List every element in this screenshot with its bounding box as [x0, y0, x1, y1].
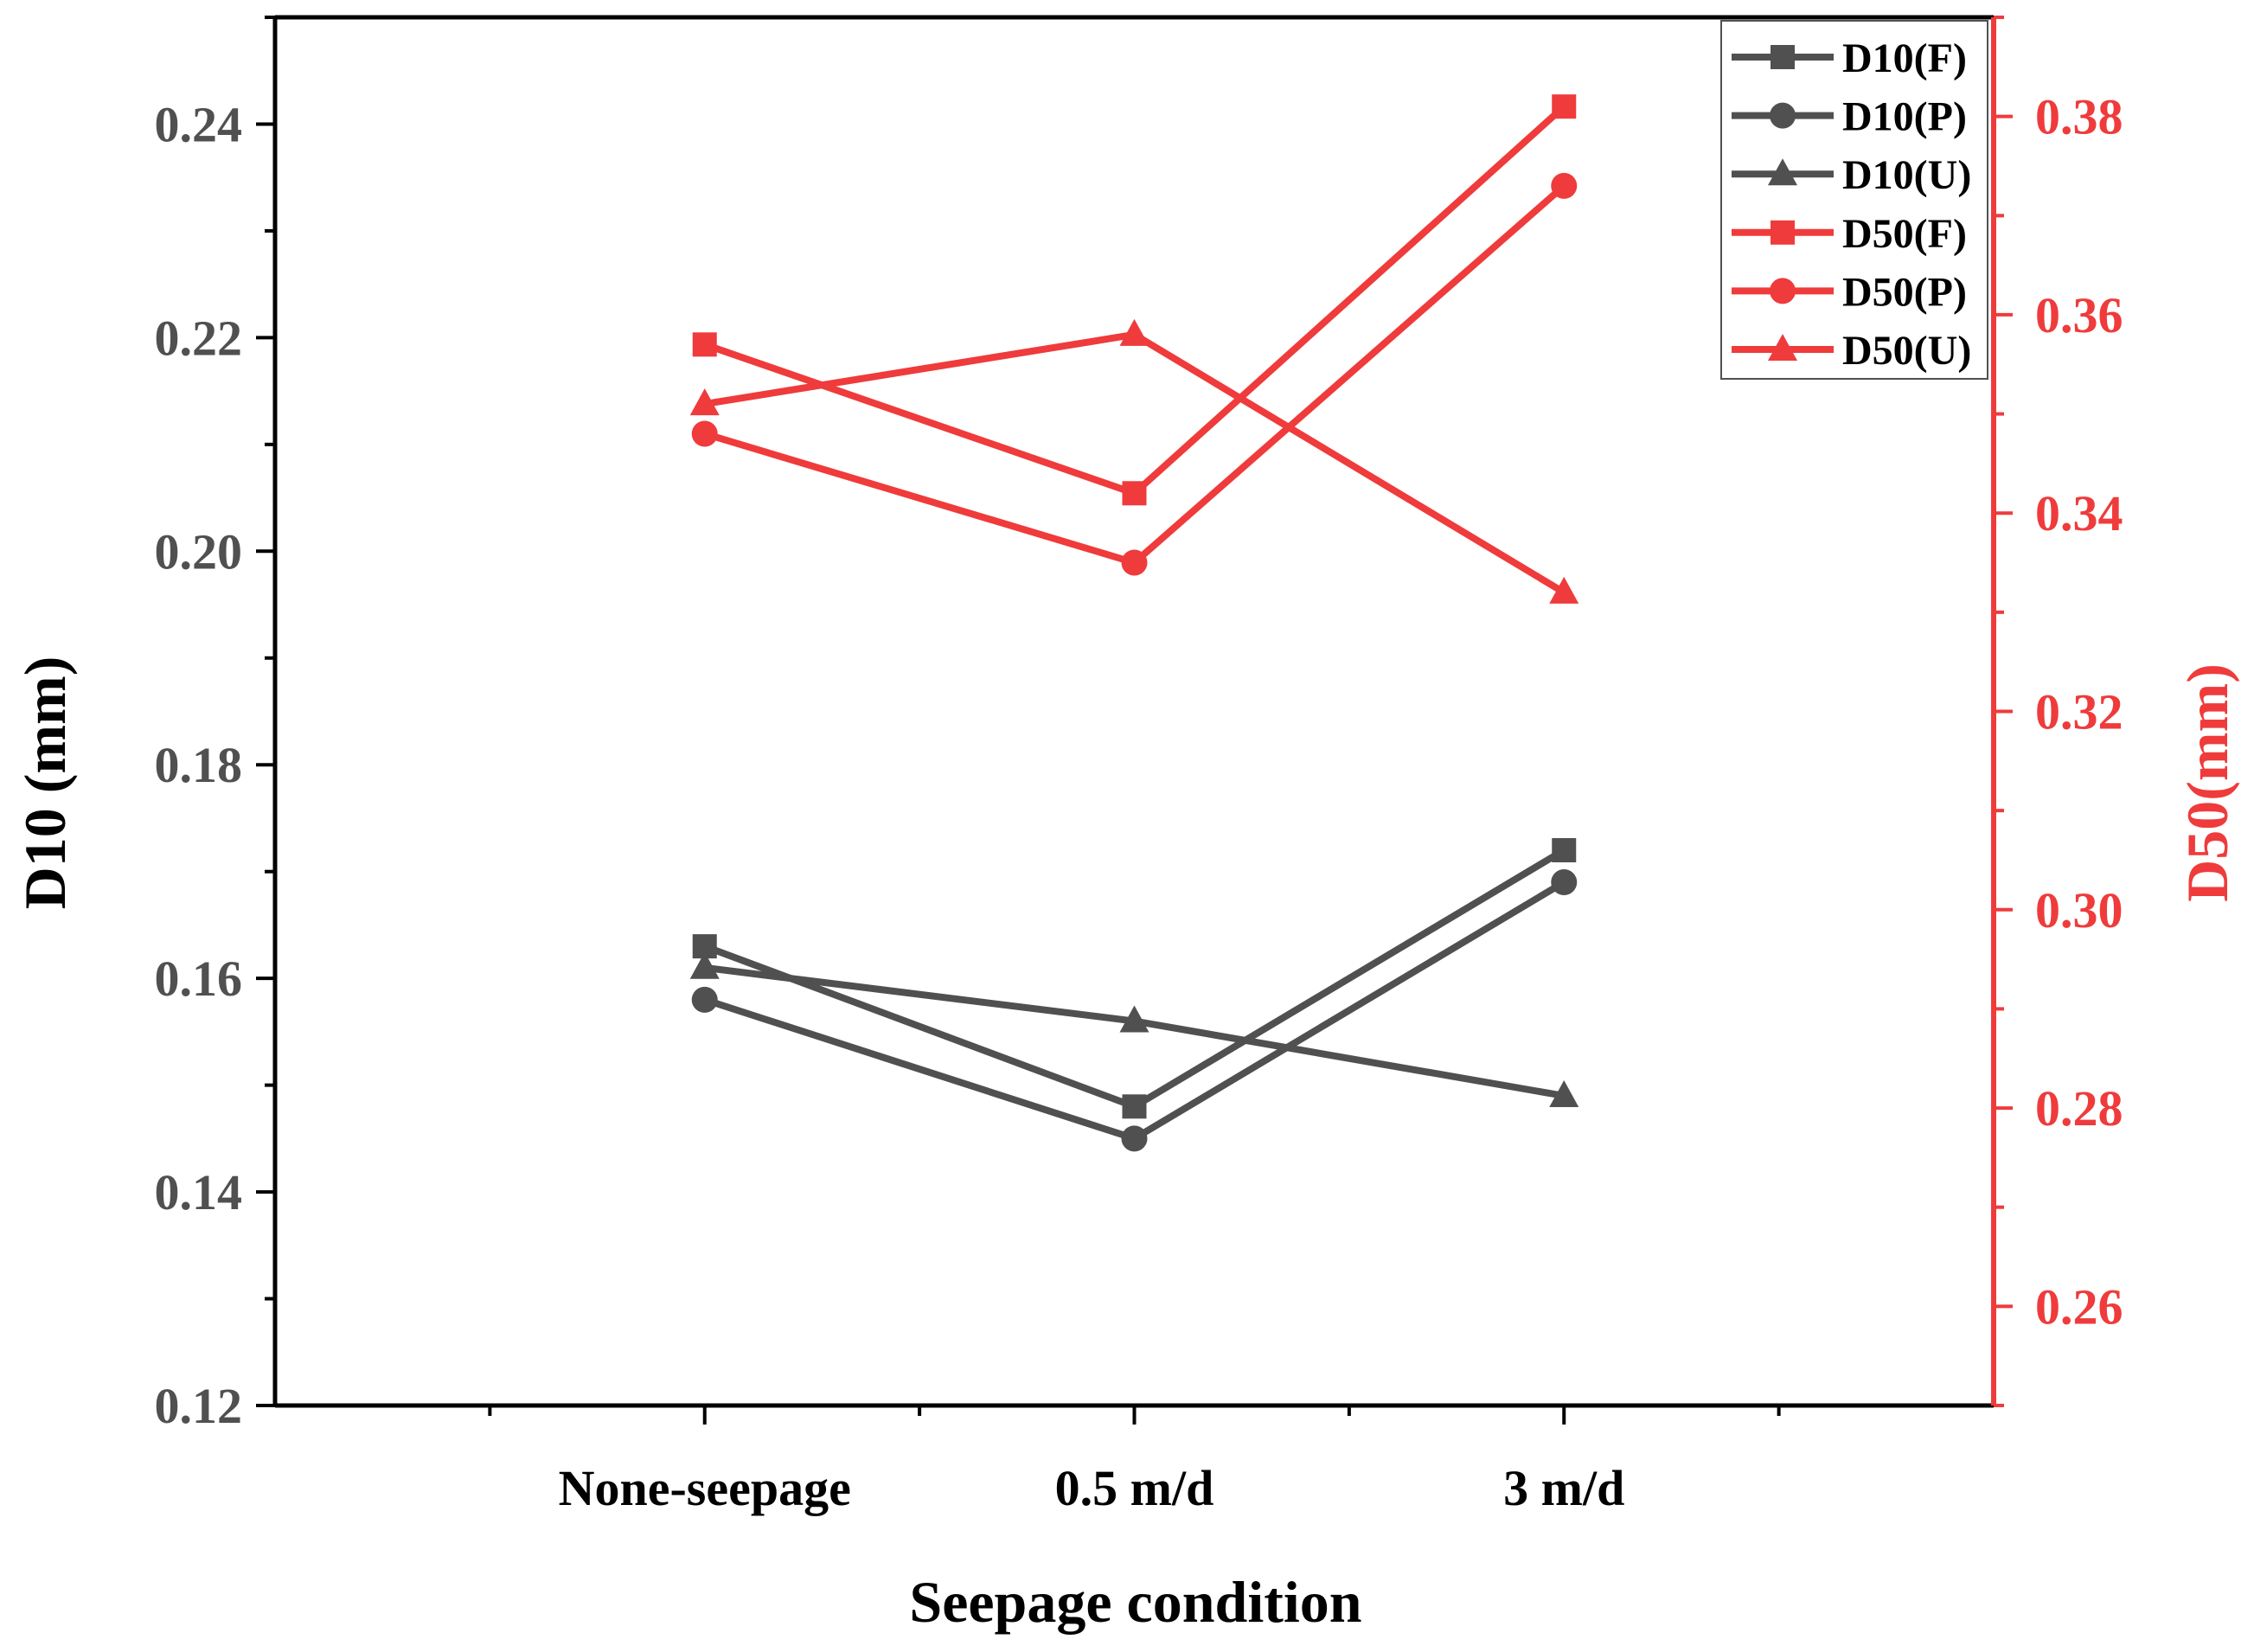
y-right-tick-label: 0.26: [2035, 1278, 2123, 1335]
legend-box: [1720, 20, 1988, 380]
legend-item: D50(P): [1732, 269, 1967, 315]
data-point-square: [1122, 1094, 1147, 1119]
axes-layer: 0.12 0.14 0.16 0.18 0.20 0.22 0.24 0.26 0.28 0.30…: [155, 15, 2123, 1516]
data-point-circle: [1551, 172, 1578, 199]
series-d50f: [692, 94, 1577, 506]
data-point-triangle: [1119, 1005, 1149, 1033]
y-left-tick-label: 0.24: [155, 96, 243, 152]
legend-item: D10(P): [1732, 94, 1967, 140]
series-d10p: [691, 869, 1578, 1152]
legend-label: D10(P): [1842, 94, 1967, 140]
y-right-tick-label: 0.30: [2035, 882, 2123, 938]
data-point-square: [692, 332, 717, 357]
legend-item: D10(U): [1732, 152, 1971, 198]
series-line: [703, 847, 1566, 1111]
legend-label: D10(F): [1842, 35, 1967, 81]
x-tick-label: 0.5 m/d: [1055, 1460, 1214, 1516]
x-tick-label: 3 m/d: [1503, 1460, 1624, 1516]
y-axis-left-title: D10 (mm): [12, 656, 78, 910]
series-line: [703, 182, 1566, 567]
series-layer: [689, 94, 1579, 1152]
y-left-tick-label: 0.14: [155, 1164, 243, 1220]
y-left-tick-label: 0.22: [155, 310, 243, 366]
data-point-circle: [691, 986, 718, 1013]
legend-label: D50(U): [1842, 328, 1971, 374]
data-point-circle: [1551, 869, 1578, 896]
y-right-tick-label: 0.38: [2035, 89, 2123, 145]
data-point-square: [1552, 94, 1577, 119]
series-d10u: [689, 951, 1579, 1107]
legend-marker-triangle: [1768, 334, 1797, 361]
series-d50p: [691, 172, 1578, 576]
legend-marker-triangle: [1768, 158, 1797, 186]
series-d10f: [692, 838, 1577, 1119]
legend-marker-circle: [1770, 102, 1796, 129]
series-d50u: [689, 318, 1579, 604]
y-right-tick-label: 0.28: [2035, 1080, 2123, 1137]
data-point-triangle: [1549, 1079, 1579, 1107]
x-tick-label: None-seepage: [559, 1460, 851, 1516]
y-left-tick-label: 0.12: [155, 1378, 243, 1434]
data-point-triangle: [1119, 318, 1149, 346]
legend-marker-square: [1771, 45, 1795, 69]
y-left-tick-label: 0.20: [155, 523, 243, 579]
legend-item: D50(F): [1732, 211, 1967, 257]
data-point-triangle: [689, 388, 720, 416]
data-point-circle: [691, 420, 718, 447]
data-point-square: [1122, 481, 1147, 506]
data-point-square: [1552, 838, 1577, 862]
data-point-triangle: [689, 951, 720, 979]
legend-item: D10(F): [1732, 35, 1967, 81]
y-right-tick-label: 0.34: [2035, 485, 2123, 541]
y-left-tick-label: 0.16: [155, 951, 243, 1007]
legend-label: D50(F): [1842, 211, 1967, 257]
legend-marker-circle: [1770, 278, 1796, 304]
y-right-tick-label: 0.36: [2035, 287, 2123, 343]
y-left-tick-label: 0.18: [155, 737, 243, 793]
legend-marker-square: [1771, 220, 1795, 245]
legend-item: D50(U): [1732, 328, 1971, 374]
data-point-triangle: [1549, 576, 1579, 604]
legend-label: D50(P): [1842, 269, 1967, 315]
data-point-circle: [1121, 549, 1148, 576]
legend-label: D10(U): [1842, 152, 1971, 198]
y-axis-right-title: D50(mm): [2174, 663, 2240, 902]
x-axis-title: Seepage condition: [909, 1569, 1361, 1635]
legend: D10(F) D10(P) D10(U) D50(F) D50(P) D50(U): [1720, 20, 1988, 380]
y-right-tick-label: 0.32: [2035, 684, 2123, 740]
data-point-circle: [1121, 1125, 1148, 1152]
